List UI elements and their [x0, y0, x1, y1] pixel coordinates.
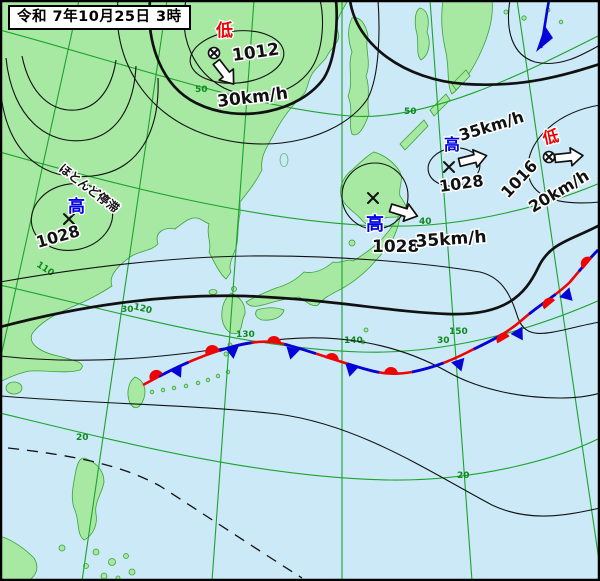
kamchatka [441, 0, 493, 95]
meridian-120e [81, 0, 168, 581]
lat-label-50a: 50 [195, 85, 208, 95]
lat-label-40: 40 [419, 217, 432, 227]
isobar-low-north-inner [189, 30, 285, 84]
island-ne [414, 7, 430, 61]
lat-label-30a: 30 [121, 305, 134, 315]
cold-front-triangle [536, 26, 553, 52]
lon-label-150: 150 [449, 327, 468, 337]
isobar-north-outer2 [116, 0, 380, 145]
low-east-center-mark [542, 150, 556, 164]
low-north-center-mark [207, 46, 221, 60]
shikoku [255, 307, 285, 321]
high-west-kanji: 高 [68, 196, 85, 217]
trough-dashed-line [7, 447, 303, 579]
lake-khanka [279, 153, 289, 167]
kyushu [221, 292, 246, 335]
isobar-ridge-1 [21, 55, 117, 111]
isobar-high-hokkaido-1028 [341, 162, 409, 230]
parallel-50n [0, 29, 600, 118]
isobar-1020-north-loop [148, 0, 339, 116]
isobar-ne-thin [507, 0, 600, 64]
high-east-kanji: 高 [444, 135, 460, 154]
lon-label-120: 120 [132, 302, 153, 316]
system-marks [63, 46, 585, 226]
stationary-front [142, 249, 599, 387]
front-line-cold-part [142, 249, 599, 387]
isobar-1024-mid [0, 255, 600, 334]
isobar-high-west-1028 [30, 183, 114, 251]
isobar-1020-south [0, 223, 600, 329]
meridian-110e [0, 0, 80, 362]
philippine-islands [58, 544, 136, 581]
lat-label-30b: 30 [437, 336, 450, 346]
isobar-ridge-2 [5, 57, 137, 142]
meridian-150e [429, 0, 473, 581]
high-hokkaido-speed: 35km/h [415, 227, 487, 252]
kuril-1 [399, 119, 429, 151]
kuril-3 [451, 69, 471, 91]
isobar-low-north-outer [183, 0, 323, 96]
lat-label-50b: 50 [404, 107, 417, 117]
front-cold-triangles [169, 287, 573, 378]
graticule-labels: 110 120 130 140 150 50 50 40 30 30 20 20 [34, 85, 469, 481]
luzon [71, 457, 105, 541]
lat-label-20b: 20 [457, 471, 470, 481]
isobar-low-east-1016 [527, 104, 600, 204]
isobar-south-b [0, 395, 600, 517]
high-hokkaido-pressure: 1028 [372, 237, 419, 257]
high-east-center-mark [443, 161, 455, 173]
front-warm-semicircles [149, 256, 593, 380]
lat-label-20a: 20 [76, 433, 89, 443]
high-hokkaido-center-mark [367, 192, 379, 204]
low-east-kanji: 低 [540, 126, 561, 148]
meridian-130e [211, 0, 255, 581]
lon-label-130: 130 [236, 330, 255, 340]
hainan [5, 381, 23, 395]
chart-title: 令和 7年10月25日 3時 [8, 5, 191, 30]
isobar-south-a [0, 337, 600, 399]
isobar-1020-northeast [348, 0, 600, 86]
parallel-30n [0, 284, 600, 353]
high-hokkaido-kanji: 高 [366, 213, 384, 235]
isobar-ridge-3 [0, 77, 159, 178]
parallel-20n [0, 412, 600, 481]
cold-front-northeast [536, 0, 553, 52]
low-north-kanji: 低 [215, 20, 233, 41]
kuril-2 [429, 93, 451, 117]
parallel-40n [0, 151, 600, 227]
high-west-center-mark [63, 213, 75, 225]
